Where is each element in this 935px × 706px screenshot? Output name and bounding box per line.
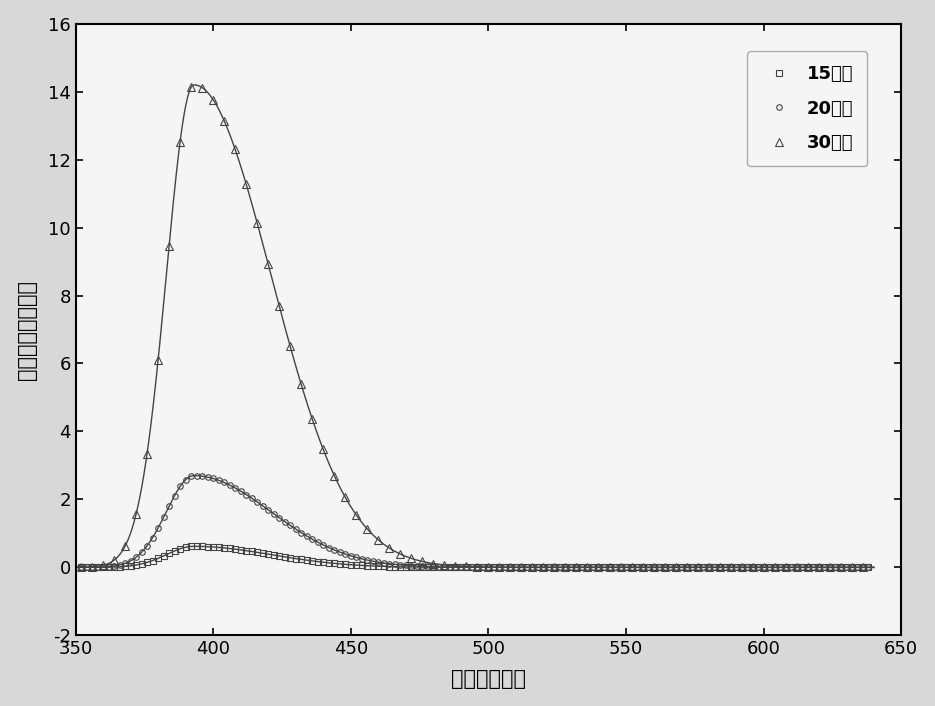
30伏特: [196, 83, 208, 92]
20伏特: [642, 563, 654, 572]
20伏特: [196, 472, 208, 480]
20伏特: [76, 563, 87, 572]
30伏特: [76, 563, 87, 572]
Legend: 15伏特, 20伏特, 30伏特: 15伏特, 20伏特, 30伏特: [747, 51, 868, 167]
30伏特: [526, 563, 538, 572]
20伏特: [863, 563, 874, 572]
30伏特: [615, 563, 626, 572]
15伏特: [76, 563, 87, 572]
Y-axis label: 强度（任意单位）: 强度（任意单位）: [17, 280, 36, 380]
15伏特: [131, 561, 142, 569]
15伏特: [863, 563, 874, 572]
15伏特: [714, 563, 726, 572]
15伏特: [642, 563, 654, 572]
30伏特: [857, 563, 869, 572]
20伏特: [714, 563, 726, 572]
20伏特: [191, 472, 202, 480]
30伏特: [274, 301, 285, 310]
20伏特: [131, 553, 142, 561]
20伏特: [324, 544, 335, 552]
Line: 30伏特: 30伏特: [77, 83, 867, 572]
30伏特: [185, 83, 196, 92]
15伏特: [725, 563, 736, 572]
Line: 20伏特: 20伏特: [79, 473, 871, 570]
30伏特: [582, 563, 593, 572]
X-axis label: 波长（纳米）: 波长（纳米）: [451, 669, 525, 689]
15伏特: [324, 558, 335, 567]
Line: 15伏特: 15伏特: [79, 544, 871, 570]
30伏特: [351, 510, 362, 519]
15伏特: [196, 542, 208, 551]
20伏特: [725, 563, 736, 572]
15伏特: [191, 542, 202, 551]
